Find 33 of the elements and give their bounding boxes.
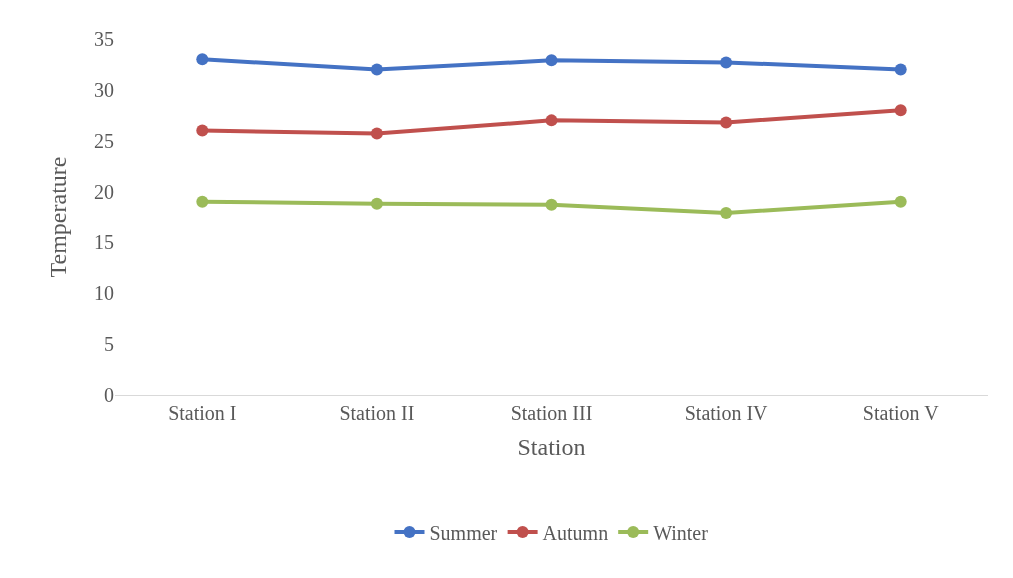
x-tick-label: Station I bbox=[168, 402, 237, 424]
y-tick-label: 25 bbox=[94, 129, 114, 152]
x-axis-title: Station bbox=[517, 434, 586, 461]
y-tick-label: 10 bbox=[94, 282, 114, 305]
point bbox=[545, 54, 558, 67]
legend-label: Winter bbox=[653, 521, 709, 544]
point bbox=[196, 124, 209, 137]
x-tick-label: Station III bbox=[510, 402, 593, 424]
x-tick-label: Station V bbox=[862, 402, 940, 424]
y-tick-label: 30 bbox=[94, 78, 114, 101]
legend-label: Summer bbox=[429, 521, 498, 544]
point bbox=[545, 114, 558, 127]
point bbox=[545, 198, 558, 211]
point bbox=[196, 195, 209, 208]
y-axis-title: Temperature bbox=[45, 156, 72, 278]
x-tick-label: Station II bbox=[339, 402, 415, 424]
point bbox=[720, 206, 733, 219]
point bbox=[720, 56, 733, 69]
y-tick-label: 35 bbox=[94, 28, 114, 50]
point bbox=[370, 63, 383, 76]
x-tick-label: Station IV bbox=[684, 402, 769, 424]
y-tick-label: 20 bbox=[94, 180, 114, 203]
point bbox=[196, 53, 209, 66]
y-tick-label: 15 bbox=[94, 231, 114, 254]
point bbox=[370, 197, 383, 210]
legend-label: Autumn bbox=[542, 521, 609, 544]
y-tick-label: 0 bbox=[104, 384, 114, 406]
y-tick-label: 5 bbox=[104, 333, 114, 356]
point bbox=[720, 116, 733, 129]
point bbox=[894, 195, 907, 208]
point bbox=[370, 127, 383, 140]
point bbox=[894, 104, 907, 117]
point bbox=[894, 63, 907, 76]
